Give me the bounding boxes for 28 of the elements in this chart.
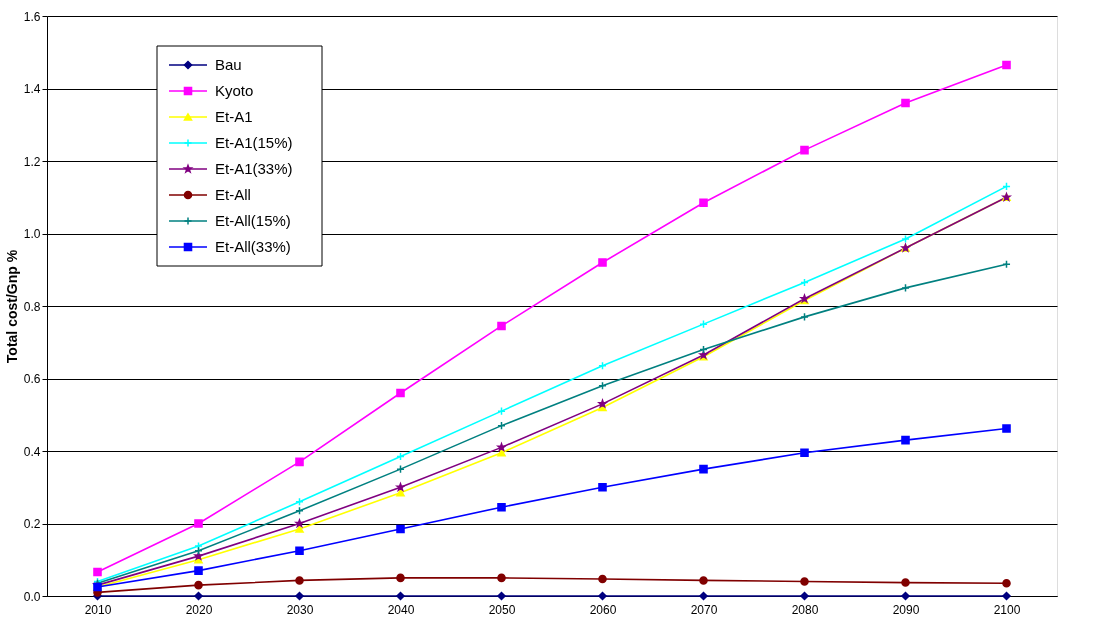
legend-label: Et-A1(15%) [215,134,293,151]
y-tick-label: 0.6 [23,372,41,386]
x-tick-label: 2100 [993,602,1021,617]
y-tick-label: 1.2 [23,154,41,169]
x-tick-label: 2030 [286,602,314,617]
legend-label: Et-A1 [215,108,253,125]
legend-label: Bau [215,56,242,73]
y-tick-label: 1.4 [23,82,41,96]
x-tick-label: 2060 [589,602,617,617]
y-tick-label: 0.4 [23,444,41,459]
y-tick-label: 1.6 [23,9,41,24]
x-tick-label: 2050 [488,602,516,617]
x-tick-label: 2040 [387,602,415,617]
legend-label: Et-All [215,186,251,203]
x-tick-label: 2070 [690,602,718,617]
x-tick-label: 2010 [84,602,112,617]
x-tick-label: 2020 [185,602,213,617]
x-tick-label: 2090 [892,602,920,617]
y-axis-title: Total cost/Gnp % [3,249,20,364]
y-tick-label: 0.8 [23,299,41,314]
x-tick-label: 2080 [791,602,819,617]
legend-label: Et-A1(33%) [215,160,293,177]
y-tick-label: 1.0 [23,227,41,241]
y-tick-label: 0.0 [23,589,41,604]
legend-label: Et-All(15%) [215,212,291,229]
legend-label: Kyoto [215,82,254,99]
y-tick-label: 0.2 [23,517,41,531]
legend-label: Et-All(33%) [215,238,291,255]
